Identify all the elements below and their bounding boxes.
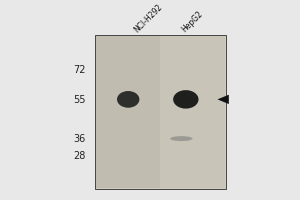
Text: NCI-H292: NCI-H292: [132, 2, 164, 34]
Polygon shape: [218, 95, 229, 104]
Text: 55: 55: [73, 95, 86, 105]
Text: 72: 72: [73, 65, 86, 75]
Text: HepG2: HepG2: [180, 9, 205, 34]
Ellipse shape: [170, 136, 193, 141]
Text: 36: 36: [74, 134, 86, 144]
Ellipse shape: [173, 90, 199, 109]
Text: 28: 28: [74, 151, 86, 161]
Bar: [95, 35, 226, 189]
Bar: [160, 36, 225, 188]
Bar: [96, 36, 160, 188]
Ellipse shape: [117, 91, 140, 108]
